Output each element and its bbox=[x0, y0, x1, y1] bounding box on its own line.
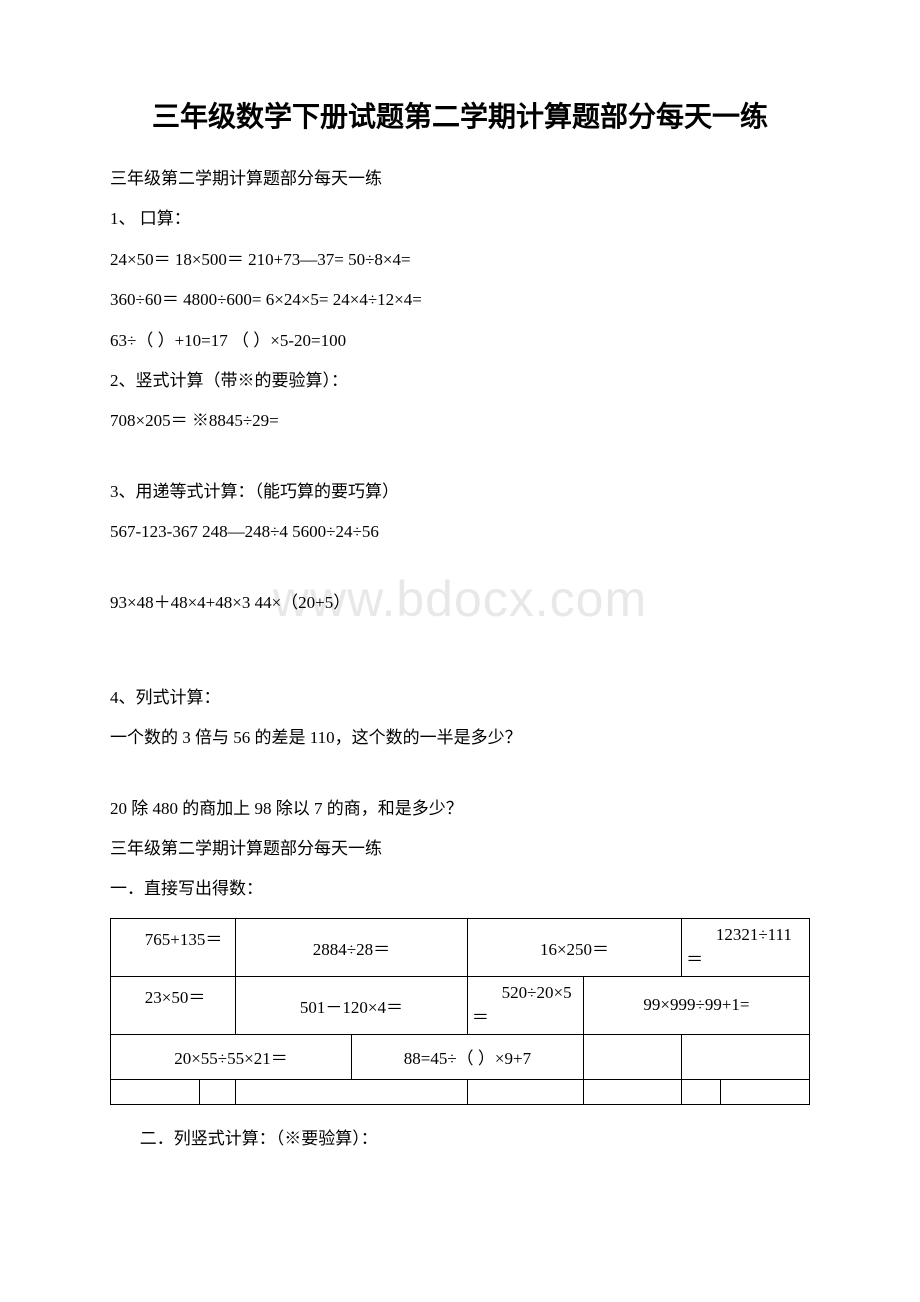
part2-section2: 二．列竖式计算：（※要验算）： bbox=[110, 1120, 810, 1157]
table-cell: 12321÷111＝ bbox=[682, 918, 810, 976]
table-cell bbox=[235, 1079, 467, 1104]
document-content: 三年级数学下册试题第二学期计算题部分每天一练 三年级第二学期计算题部分每天一练 … bbox=[110, 95, 810, 1157]
table-cell: 16×250＝ bbox=[467, 918, 681, 976]
section4-line2: 20 除 480 的商加上 98 除以 7 的商，和是多少？ bbox=[110, 790, 810, 827]
section3-line1: 567-123-367 248—248÷4 5600÷24÷56 bbox=[110, 513, 810, 550]
table-cell bbox=[583, 1079, 681, 1104]
table-cell bbox=[583, 1034, 681, 1079]
section2-heading: 2、竖式计算（带※的要验算）： bbox=[110, 362, 810, 399]
table-row: 765+135＝ 2884÷28＝ 16×250＝ 12321÷111＝ bbox=[111, 918, 810, 976]
section1-line1: 24×50＝ 18×500＝ 210+73—37= 50÷8×4= bbox=[110, 241, 810, 278]
table-cell: 520÷20×5＝ bbox=[467, 976, 583, 1034]
table-cell: 99×999÷99+1= bbox=[583, 976, 809, 1034]
table-cell bbox=[111, 1079, 200, 1104]
table-cell bbox=[200, 1079, 236, 1104]
table-cell: 23×50＝ bbox=[111, 976, 236, 1034]
subtitle-2: 三年级第二学期计算题部分每天一练 bbox=[110, 830, 810, 867]
section1-heading: 1、 口算： bbox=[110, 200, 810, 237]
subtitle-1: 三年级第二学期计算题部分每天一练 bbox=[110, 160, 810, 197]
section4-line1: 一个数的 3 倍与 56 的差是 110，这个数的一半是多少？ bbox=[110, 719, 810, 756]
section1-line3: 63÷（ ）+10=17 （ ）×5-20=100 bbox=[110, 322, 810, 359]
table-row bbox=[111, 1079, 810, 1104]
section3-heading: 3、用递等式计算：（能巧算的要巧算） bbox=[110, 473, 810, 510]
table-cell: 20×55÷55×21＝ bbox=[111, 1034, 352, 1079]
table-cell: 2884÷28＝ bbox=[235, 918, 467, 976]
section2-line1: 708×205＝ ※8845÷29= bbox=[110, 402, 810, 439]
table-cell bbox=[720, 1079, 809, 1104]
table-row: 20×55÷55×21＝ 88=45÷（ ）×9+7 bbox=[111, 1034, 810, 1079]
table-cell bbox=[682, 1079, 721, 1104]
page-title: 三年级数学下册试题第二学期计算题部分每天一练 bbox=[110, 95, 810, 135]
section4-heading: 4、列式计算： bbox=[110, 679, 810, 716]
part2-heading: 一．直接写出得数： bbox=[110, 870, 810, 907]
table-cell: 765+135＝ bbox=[111, 918, 236, 976]
table-cell: 88=45÷（ ）×9+7 bbox=[351, 1034, 583, 1079]
table-cell bbox=[467, 1079, 583, 1104]
table-cell: 501－120×4＝ bbox=[235, 976, 467, 1034]
math-table: 765+135＝ 2884÷28＝ 16×250＝ 12321÷111＝ 23×… bbox=[110, 918, 810, 1105]
section3-line2: 93×48＋48×4+48×3 44×（20+5） bbox=[110, 584, 810, 621]
table-row: 23×50＝ 501－120×4＝ 520÷20×5＝ 99×999÷99+1= bbox=[111, 976, 810, 1034]
table-cell bbox=[682, 1034, 810, 1079]
section1-line2: 360÷60＝ 4800÷600= 6×24×5= 24×4÷12×4= bbox=[110, 281, 810, 318]
